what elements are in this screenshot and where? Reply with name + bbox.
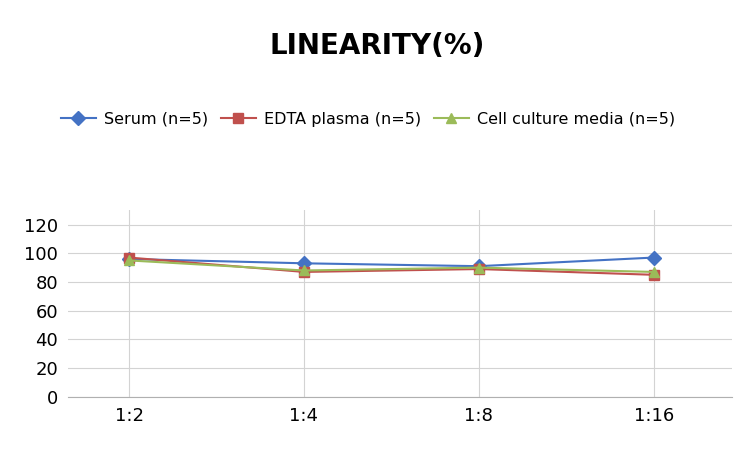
EDTA plasma (n=5) [125, 255, 134, 260]
Text: LINEARITY(%): LINEARITY(%) [270, 32, 485, 60]
Cell culture media (n=5) [125, 258, 134, 263]
Serum (n=5) [300, 261, 309, 266]
Cell culture media (n=5) [474, 265, 483, 270]
Cell culture media (n=5) [300, 268, 309, 273]
EDTA plasma (n=5) [474, 267, 483, 272]
Serum (n=5) [125, 256, 134, 262]
Serum (n=5) [474, 263, 483, 269]
Cell culture media (n=5) [649, 269, 658, 275]
Line: Serum (n=5): Serum (n=5) [125, 253, 658, 271]
Serum (n=5) [649, 255, 658, 260]
EDTA plasma (n=5) [649, 272, 658, 277]
Line: Cell culture media (n=5): Cell culture media (n=5) [125, 256, 658, 277]
Legend: Serum (n=5), EDTA plasma (n=5), Cell culture media (n=5): Serum (n=5), EDTA plasma (n=5), Cell cul… [61, 112, 675, 127]
Line: EDTA plasma (n=5): EDTA plasma (n=5) [125, 253, 658, 280]
EDTA plasma (n=5) [300, 269, 309, 275]
